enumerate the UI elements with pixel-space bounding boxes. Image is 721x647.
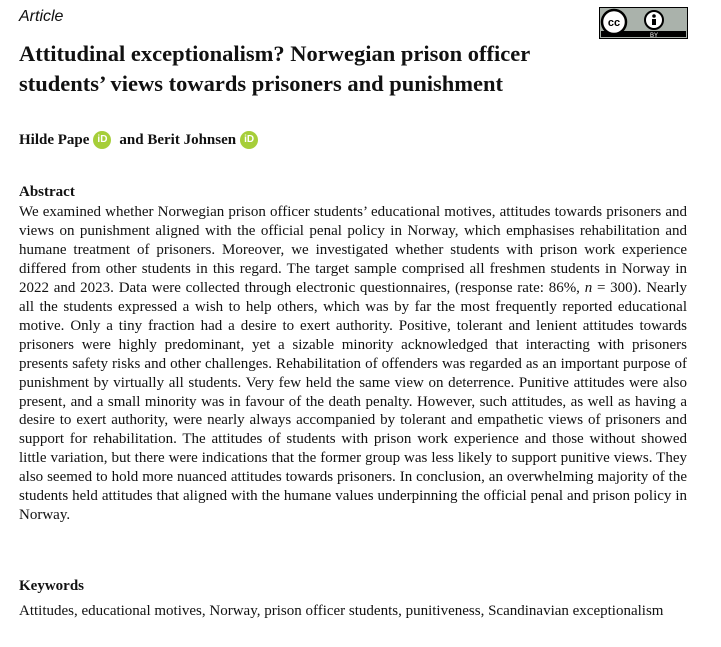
license-badge[interactable]: cc BY (599, 7, 688, 39)
abstract: We examined whether Norwegian prison off… (19, 203, 687, 525)
abstract-heading: Abstract (19, 184, 75, 200)
authors: Hilde Pape iD and Berit Johnsen iD (19, 131, 266, 149)
keywords-heading: Keywords (19, 578, 84, 594)
author: and Berit Johnsen (119, 131, 237, 148)
cc-label: cc (608, 17, 620, 29)
by-label: BY (650, 33, 658, 39)
title: Attitudinal exceptionalism? Norwegian pr… (19, 41, 530, 96)
article-type: Article (19, 8, 64, 25)
orcid-icon[interactable]: iD (240, 131, 259, 149)
abstract-text: We examined whether Norwegian prison off… (19, 204, 687, 296)
orcid-icon[interactable]: iD (93, 131, 112, 149)
author: Hilde Pape (19, 131, 90, 148)
abstract-italic: n (584, 279, 593, 296)
abstract-text: = 300). Nearly all the students expresse… (19, 279, 688, 524)
keywords: Attitudes, educational motives, Norway, … (19, 603, 664, 619)
